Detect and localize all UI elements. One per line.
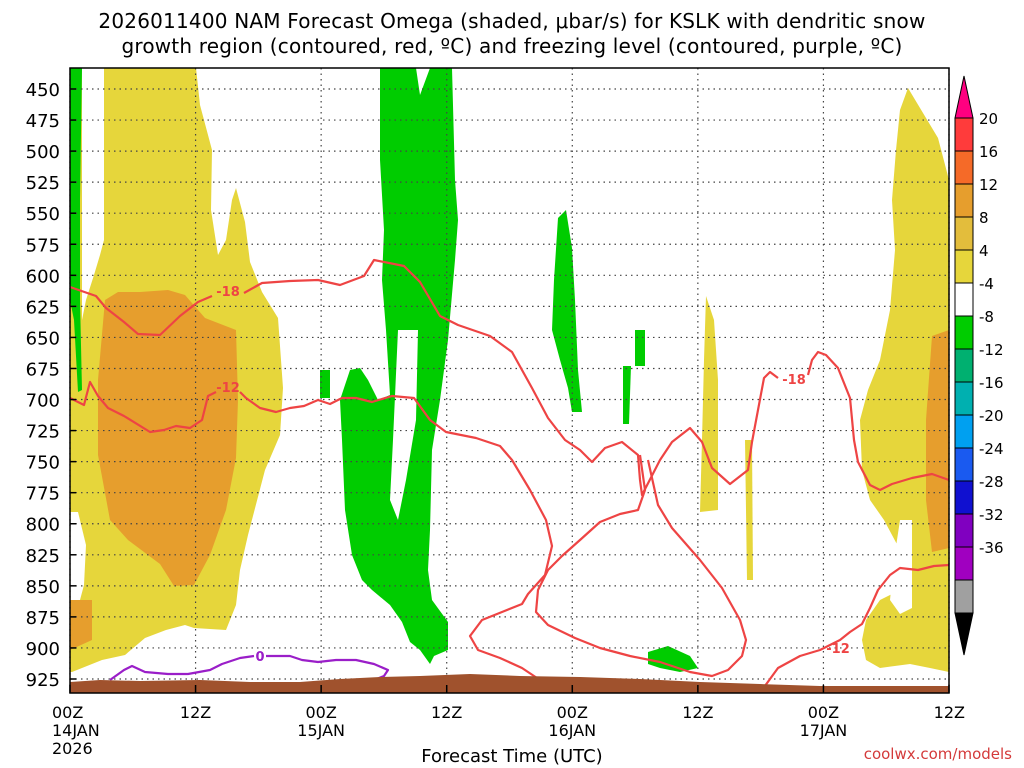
contour-label-minus-18-left: -18 xyxy=(216,285,240,300)
colorbar-label: -20 xyxy=(979,407,1004,425)
colorbar-label: -36 xyxy=(979,539,1004,557)
grid-lines xyxy=(69,68,950,693)
colorbar-segment xyxy=(954,414,974,449)
colorbar-segment xyxy=(954,183,974,218)
colorbar-segment xyxy=(954,348,974,383)
contour-minus-18-right xyxy=(806,350,950,492)
y-tick-label: 775 xyxy=(26,484,60,505)
region-orange-east xyxy=(926,330,949,552)
colorbar-segment xyxy=(954,546,974,581)
y-tick-label: 550 xyxy=(26,204,60,225)
x-tick-label: 12Z xyxy=(934,703,965,722)
colorbar-label: 16 xyxy=(979,143,998,161)
region-yellow-east xyxy=(860,88,949,672)
colorbar-segment xyxy=(954,480,974,515)
y-tick-label: 825 xyxy=(26,546,60,567)
colorbar-label: 20 xyxy=(979,110,998,128)
chart-title-line-2: growth region (contoured, red, ºC) and f… xyxy=(121,34,903,58)
x-tick-date-label: 15JAN xyxy=(297,721,345,740)
y-tick-label: 650 xyxy=(26,328,60,349)
y-tick-label: 475 xyxy=(26,111,60,132)
contour-label-freezing-0: 0 xyxy=(255,650,264,665)
colorbar-segment xyxy=(954,282,974,317)
colorbar-segment xyxy=(954,216,974,251)
colorbar-label: 4 xyxy=(979,242,989,260)
colorbar-label: -12 xyxy=(979,341,1004,359)
y-tick-label: 700 xyxy=(26,391,60,412)
colorbar-segment xyxy=(954,117,974,152)
colorbar-label: -8 xyxy=(979,308,994,326)
chart-title-line-1: 2026011400 NAM Forecast Omega (shaded, μ… xyxy=(98,9,926,33)
x-tick-label: 12Z xyxy=(431,703,462,722)
contour-minus-12-loop xyxy=(534,454,748,678)
shaded-regions xyxy=(70,68,949,672)
y-tick-label: 925 xyxy=(26,670,60,691)
colorbar-segment xyxy=(954,447,974,482)
y-tick-label: 450 xyxy=(26,80,60,101)
x-tick-year-label: 2026 xyxy=(52,739,93,758)
region-yellow-spike xyxy=(700,296,718,512)
y-tick-label: 575 xyxy=(26,235,60,256)
y-tick-label: 675 xyxy=(26,359,60,380)
region-green-2 xyxy=(552,210,582,412)
contour-freezing-level-0 xyxy=(109,654,390,682)
colorbar-segment xyxy=(954,579,974,614)
colorbar-segment xyxy=(954,150,974,185)
y-tick-label: 750 xyxy=(26,453,60,474)
colorbar-label: 12 xyxy=(979,176,998,194)
contour-label-minus-18-right: -18 xyxy=(782,373,806,388)
x-tick-date-label: 17JAN xyxy=(800,721,848,740)
colorbar-segment xyxy=(954,315,974,350)
region-orange-west xyxy=(98,290,238,586)
contour-minus-12-line xyxy=(69,380,586,694)
colorbar-bottom-arrow xyxy=(954,612,974,656)
region-green-west-strip xyxy=(70,68,82,392)
colorbar-segment xyxy=(954,249,974,284)
x-tick-label: 00Z xyxy=(808,703,839,722)
plot-frame xyxy=(69,67,950,694)
y-tick-label: 500 xyxy=(26,142,60,163)
x-tick-label: 00Z xyxy=(305,703,336,722)
y-tick-label: 625 xyxy=(26,297,60,318)
y-axis: 450 475 500 525 550 575 600 625 650 675 700 725 750 7… xyxy=(26,80,76,691)
x-tick-label: 12Z xyxy=(682,703,713,722)
colorbar-label: -28 xyxy=(979,473,1004,491)
x-tick-label: 12Z xyxy=(180,703,211,722)
terrain-ground xyxy=(70,674,949,693)
contour-label-minus-12-right: -12 xyxy=(826,642,850,657)
colorbar-label: 8 xyxy=(979,209,989,227)
colorbar-label: -32 xyxy=(979,506,1004,524)
contour-minus-12-right xyxy=(761,563,950,691)
colorbar-label: -4 xyxy=(979,275,994,293)
x-tick-label: 00Z xyxy=(557,703,588,722)
y-tick-label: 875 xyxy=(26,608,60,629)
y-tick-label: 600 xyxy=(26,266,60,287)
y-tick-label: 725 xyxy=(26,422,60,443)
contour-label-minus-12-left: -12 xyxy=(216,381,240,396)
colorbar-top-arrow xyxy=(954,75,974,119)
watermark: coolwx.com/models xyxy=(863,745,1012,763)
colorbar: 20 16 12 8 4 -4 -8 -12 -16 -20 -24 -28 -32 -36 xyxy=(954,75,1004,656)
colorbar-segment xyxy=(954,513,974,548)
x-tick-label: 00Z xyxy=(52,703,83,722)
y-tick-label: 850 xyxy=(26,577,60,598)
y-tick-label: 900 xyxy=(26,639,60,660)
x-axis-title: Forecast Time (UTC) xyxy=(421,746,603,767)
contours: -18 -12 -18 -12 0 xyxy=(69,258,950,694)
y-tick-label: 525 xyxy=(26,173,60,194)
x-tick-date-label: 14JAN xyxy=(52,721,100,740)
x-tick-date-label: 16JAN xyxy=(548,721,596,740)
colorbar-label: -16 xyxy=(979,374,1004,392)
colorbar-label: -24 xyxy=(979,440,1004,458)
colorbar-segment xyxy=(954,381,974,416)
contour-minus-18-line xyxy=(69,258,779,497)
y-tick-label: 800 xyxy=(26,515,60,536)
